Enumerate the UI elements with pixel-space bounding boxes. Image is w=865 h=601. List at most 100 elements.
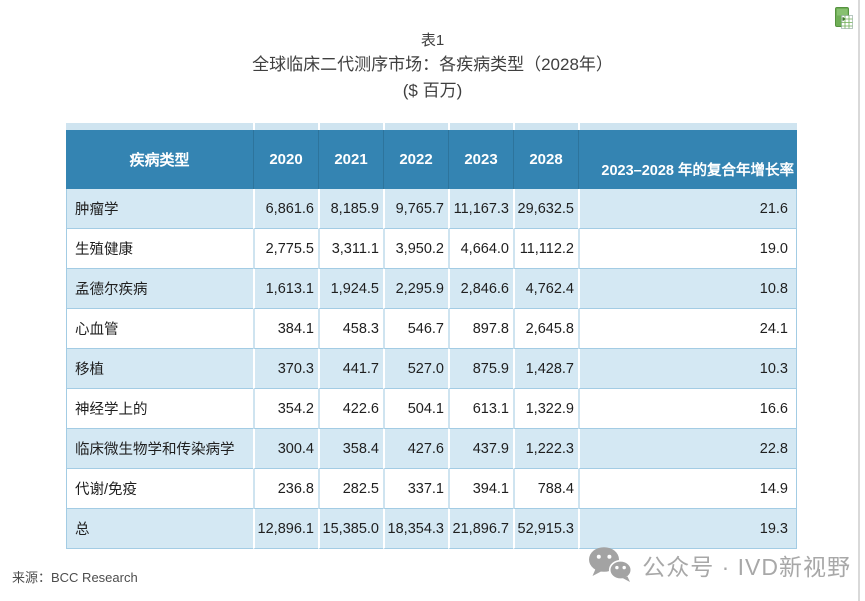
column-header: 2023	[448, 130, 513, 189]
row-label: 总	[66, 509, 253, 549]
data-cell: 282.5	[318, 469, 383, 509]
data-cell: 897.8	[448, 309, 513, 349]
data-cell: 8,185.9	[318, 189, 383, 229]
data-cell: 29,632.5	[513, 189, 578, 229]
data-cell: 1,924.5	[318, 269, 383, 309]
table-row: 孟德尔疾病 1,613.1 1,924.5 2,295.9 2,846.6 4,762.4…	[66, 269, 797, 309]
table-main-title: 全球临床二代测序市场：各疾病类型（2028年）	[252, 55, 613, 74]
row-label: 孟德尔疾病	[66, 269, 253, 309]
data-cell: 19.0	[578, 229, 797, 269]
wechat-icon	[588, 546, 633, 584]
data-cell: 427.6	[383, 429, 448, 469]
data-cell: 354.2	[253, 389, 318, 429]
strip-cell	[253, 123, 318, 130]
strip-cell	[578, 123, 797, 130]
watermark-text: 公众号 · IVD新视野	[642, 554, 851, 580]
window-edge-divider	[858, 0, 860, 601]
table-row: 生殖健康 2,775.5 3,311.1 3,950.2 4,664.0 11,112.2…	[66, 229, 797, 269]
row-label: 移植	[66, 349, 253, 389]
data-cell: 358.4	[318, 429, 383, 469]
wechat-watermark: 公众号 · IVD新视野	[588, 546, 851, 584]
source-note: 来源：BCC Research	[12, 570, 138, 585]
title-block: 表1 全球临床二代测序市场：各疾病类型（2028年） ($ 百万)	[0, 30, 865, 104]
data-cell: 2,846.6	[448, 269, 513, 309]
row-label: 生殖健康	[66, 229, 253, 269]
data-cell: 11,112.2	[513, 229, 578, 269]
data-cell: 14.9	[578, 469, 797, 509]
data-cell: 21,896.7	[448, 509, 513, 549]
row-label: 代谢/免疫	[66, 469, 253, 509]
table-top-strip	[66, 123, 797, 130]
table-unit-subtitle: ($ 百万)	[402, 81, 463, 100]
data-cell: 11,167.3	[448, 189, 513, 229]
table-row: 临床微生物学和传染病学 300.4 358.4 427.6 437.9 1,222.3 22…	[66, 429, 797, 469]
table-row: 代谢/免疫 236.8 282.5 337.1 394.1 788.4 14.9	[66, 469, 797, 509]
data-cell: 10.3	[578, 349, 797, 389]
data-cell: 613.1	[448, 389, 513, 429]
table-row: 移植 370.3 441.7 527.0 875.9 1,428.7 10.3	[66, 349, 797, 389]
data-cell: 300.4	[253, 429, 318, 469]
data-cell: 24.1	[578, 309, 797, 349]
column-header: 2022	[383, 130, 448, 189]
data-cell: 337.1	[383, 469, 448, 509]
data-cell: 10.8	[578, 269, 797, 309]
data-cell: 441.7	[318, 349, 383, 389]
data-cell: 1,613.1	[253, 269, 318, 309]
data-cell: 384.1	[253, 309, 318, 349]
data-cell: 22.8	[578, 429, 797, 469]
data-cell: 370.3	[253, 349, 318, 389]
data-cell: 52,915.3	[513, 509, 578, 549]
strip-cell	[66, 123, 253, 130]
row-label: 神经学上的	[66, 389, 253, 429]
data-cell: 422.6	[318, 389, 383, 429]
data-cell: 4,664.0	[448, 229, 513, 269]
data-cell: 394.1	[448, 469, 513, 509]
data-cell: 2,775.5	[253, 229, 318, 269]
table-number-title: 表1	[420, 32, 445, 49]
data-cell: 9,765.7	[383, 189, 448, 229]
data-cell: 6,861.6	[253, 189, 318, 229]
data-cell: 546.7	[383, 309, 448, 349]
table-header-row: 疾病类型 2020 2021 2022 2023 2028 2023–2028 年的复合年增…	[66, 130, 797, 189]
data-cell: 19.3	[578, 509, 797, 549]
data-cell: 788.4	[513, 469, 578, 509]
row-label: 心血管	[66, 309, 253, 349]
data-cell: 16.6	[578, 389, 797, 429]
column-header: 疾病类型	[66, 130, 253, 189]
data-cell: 458.3	[318, 309, 383, 349]
column-header: 2021	[318, 130, 383, 189]
data-cell: 3,311.1	[318, 229, 383, 269]
row-label: 临床微生物学和传染病学	[66, 429, 253, 469]
table-row: 肿瘤学 6,861.6 8,185.9 9,765.7 11,167.3 29,632.5…	[66, 189, 797, 229]
table-row: 总 12,896.1 15,385.0 18,354.3 21,896.7 52,915.…	[66, 509, 797, 549]
data-cell: 504.1	[383, 389, 448, 429]
data-cell: 18,354.3	[383, 509, 448, 549]
strip-cell	[513, 123, 578, 130]
data-cell: 21.6	[578, 189, 797, 229]
table-row: 神经学上的 354.2 422.6 504.1 613.1 1,322.9 16.6	[66, 389, 797, 429]
column-header: 2028	[513, 130, 578, 189]
data-cell: 3,950.2	[383, 229, 448, 269]
excel-file-icon[interactable]	[835, 7, 853, 29]
data-cell: 2,295.9	[383, 269, 448, 309]
column-header: 2023–2028 年的复合年增长率	[578, 130, 797, 189]
row-label: 肿瘤学	[66, 189, 253, 229]
data-cell: 1,428.7	[513, 349, 578, 389]
data-cell: 437.9	[448, 429, 513, 469]
column-header: 2020	[253, 130, 318, 189]
data-cell: 1,222.3	[513, 429, 578, 469]
data-cell: 12,896.1	[253, 509, 318, 549]
strip-cell	[448, 123, 513, 130]
data-cell: 875.9	[448, 349, 513, 389]
data-cell: 2,645.8	[513, 309, 578, 349]
table-row: 心血管 384.1 458.3 546.7 897.8 2,645.8 24.1	[66, 309, 797, 349]
data-cell: 527.0	[383, 349, 448, 389]
data-cell: 4,762.4	[513, 269, 578, 309]
strip-cell	[383, 123, 448, 130]
disease-type-market-table: 疾病类型 2020 2021 2022 2023 2028 2023–2028 年的复合年增…	[66, 123, 797, 549]
data-cell: 1,322.9	[513, 389, 578, 429]
data-cell: 236.8	[253, 469, 318, 509]
data-cell: 15,385.0	[318, 509, 383, 549]
strip-cell	[318, 123, 383, 130]
